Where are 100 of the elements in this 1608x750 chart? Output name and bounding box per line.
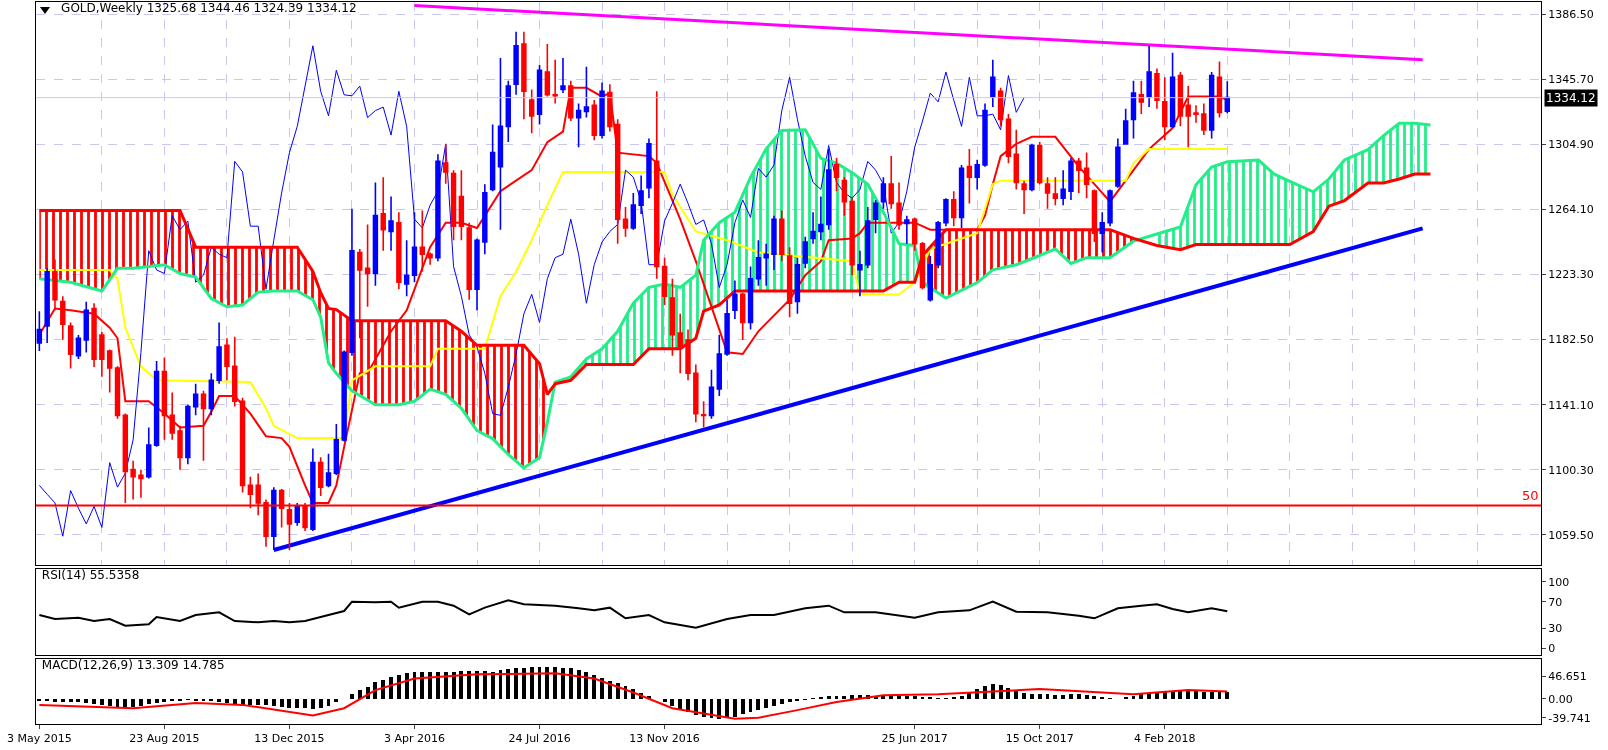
candlestick bbox=[364, 223, 371, 308]
bar bbox=[1061, 694, 1066, 699]
y-tick-label: 1100.30 bbox=[1548, 463, 1594, 477]
candlestick bbox=[466, 221, 472, 301]
line-series bbox=[37, 121, 1432, 470]
candlestick bbox=[106, 348, 113, 394]
candlestick bbox=[294, 502, 300, 527]
bar bbox=[912, 696, 917, 699]
y-tick-label: 30 bbox=[1548, 622, 1563, 636]
candlestick bbox=[841, 176, 848, 217]
bar bbox=[670, 698, 675, 706]
bar bbox=[53, 698, 57, 702]
bar bbox=[506, 669, 511, 699]
bar bbox=[1029, 693, 1034, 699]
bar bbox=[1076, 694, 1081, 699]
bar bbox=[842, 695, 847, 699]
candlestick bbox=[880, 176, 887, 210]
candlestick bbox=[935, 220, 941, 270]
candlestick bbox=[755, 239, 762, 287]
candlestick bbox=[208, 372, 214, 417]
candlestick bbox=[1107, 188, 1113, 227]
candlestick bbox=[1224, 80, 1230, 114]
annotation: 50 bbox=[1522, 488, 1539, 503]
candlestick bbox=[747, 265, 754, 331]
candlestick bbox=[435, 153, 441, 263]
candlestick bbox=[216, 321, 222, 385]
candlestick bbox=[614, 118, 621, 245]
candlestick bbox=[67, 321, 74, 370]
candlestick bbox=[990, 59, 996, 108]
bar bbox=[389, 676, 393, 699]
bar bbox=[850, 695, 855, 699]
ref-line-label: 1334.12 bbox=[1546, 91, 1596, 105]
candlestick bbox=[872, 199, 879, 234]
chart-title: MACD(12,26,9) 13.309 14.785 bbox=[41, 658, 225, 673]
x-tick-label: 13 Dec 2015 bbox=[254, 732, 325, 746]
candlestick bbox=[153, 360, 160, 448]
candlestick bbox=[317, 456, 324, 497]
candlestick bbox=[114, 365, 121, 420]
x-tick-label: 4 Feb 2018 bbox=[1134, 732, 1196, 746]
candlestick bbox=[958, 164, 965, 229]
bar bbox=[959, 695, 964, 699]
candlestick bbox=[44, 267, 50, 344]
bar bbox=[576, 669, 581, 699]
candlestick bbox=[372, 181, 379, 287]
candlestick bbox=[1208, 71, 1215, 140]
candlestick bbox=[130, 460, 136, 501]
candlestick bbox=[732, 279, 738, 320]
candlestick bbox=[75, 334, 82, 360]
candlestick bbox=[529, 88, 535, 135]
candlestick bbox=[458, 169, 465, 241]
bar bbox=[756, 698, 761, 711]
candlestick bbox=[700, 400, 707, 429]
candlestick bbox=[1122, 108, 1129, 145]
candlestick bbox=[419, 209, 426, 273]
candlestick bbox=[763, 242, 769, 287]
y-tick-label: 100 bbox=[1548, 575, 1570, 589]
y-tick-label: 0.00 bbox=[1548, 692, 1573, 706]
candlestick bbox=[146, 426, 152, 480]
bar bbox=[123, 698, 128, 708]
y-tick-label: 0 bbox=[1548, 642, 1556, 656]
candlestick bbox=[325, 453, 332, 488]
candlestick bbox=[1021, 179, 1027, 215]
bar bbox=[435, 672, 440, 699]
candlestick bbox=[685, 328, 691, 382]
candlestick bbox=[779, 209, 785, 263]
bar bbox=[1225, 692, 1230, 699]
candlestick bbox=[865, 206, 871, 270]
bar bbox=[99, 698, 104, 706]
candlestick bbox=[1068, 157, 1074, 201]
candlestick bbox=[1130, 80, 1137, 140]
candlestick bbox=[857, 249, 863, 298]
bar bbox=[568, 668, 573, 699]
bar bbox=[443, 672, 448, 699]
bar bbox=[146, 698, 151, 705]
candlestick bbox=[802, 235, 808, 270]
candlestick bbox=[1029, 143, 1035, 192]
bar bbox=[764, 698, 769, 709]
candlestick bbox=[771, 214, 777, 271]
candlestick bbox=[927, 255, 934, 303]
bar bbox=[467, 670, 472, 699]
bar bbox=[1084, 694, 1089, 699]
candlestick bbox=[1193, 104, 1199, 124]
y-tick-label: 46.651 bbox=[1548, 670, 1587, 684]
candlestick bbox=[536, 64, 543, 126]
bar bbox=[224, 698, 229, 703]
bar bbox=[678, 698, 683, 710]
candlestick bbox=[1201, 102, 1207, 136]
candlestick bbox=[1036, 141, 1043, 185]
bar bbox=[514, 668, 519, 699]
bar bbox=[279, 698, 284, 707]
candlestick bbox=[341, 349, 347, 443]
candlestick bbox=[693, 363, 699, 424]
bar bbox=[475, 670, 479, 699]
bar bbox=[162, 698, 167, 702]
x-tick-label: 3 May 2015 bbox=[6, 732, 72, 746]
bar bbox=[1037, 694, 1042, 699]
y-tick-label: 1182.50 bbox=[1548, 332, 1594, 346]
candlestick bbox=[1091, 188, 1098, 243]
y-tick-label: 1386.50 bbox=[1548, 8, 1594, 22]
bar bbox=[561, 667, 565, 699]
